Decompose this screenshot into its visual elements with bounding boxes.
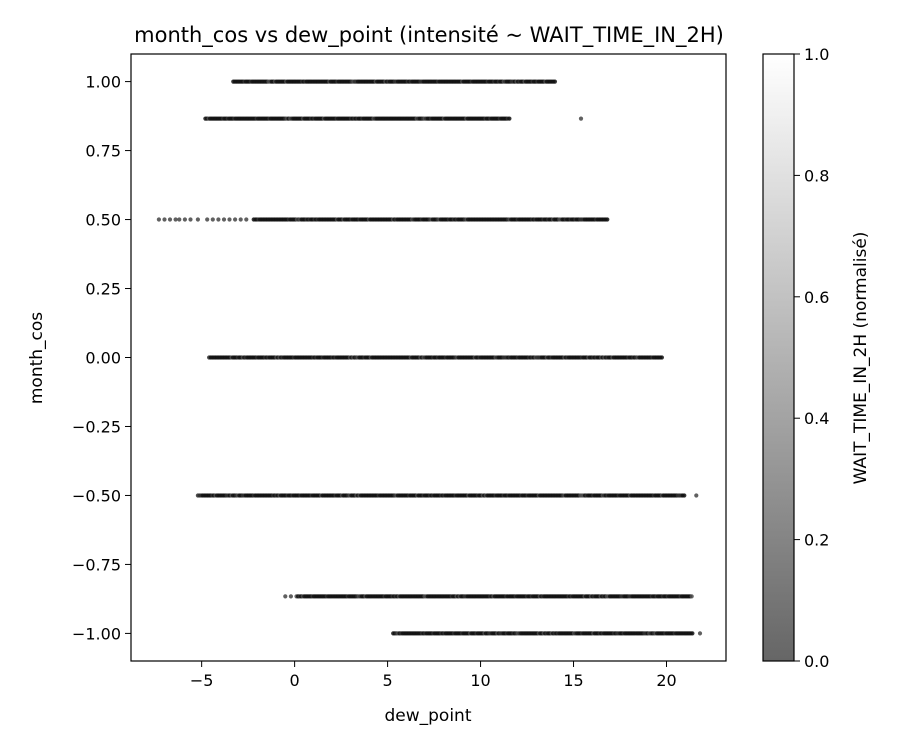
data-point bbox=[221, 217, 227, 222]
data-point bbox=[182, 217, 187, 222]
data-point bbox=[233, 217, 238, 222]
data-point bbox=[216, 217, 221, 222]
data-point bbox=[697, 631, 703, 636]
data-point bbox=[507, 116, 512, 121]
data-point bbox=[694, 493, 699, 498]
data-point bbox=[605, 217, 610, 222]
y-tick-label: −1.00 bbox=[72, 624, 121, 643]
data-point bbox=[227, 217, 232, 222]
colorbar-tick-label: 0.4 bbox=[804, 409, 829, 428]
data-point bbox=[156, 217, 161, 222]
colorbar-tick-label: 0.8 bbox=[804, 166, 829, 185]
colorbar-label: WAIT_TIME_IN_2H (normalisé) bbox=[851, 232, 871, 485]
y-tick-label: 1.00 bbox=[85, 73, 121, 92]
data-point bbox=[162, 217, 167, 222]
y-tick-label: 0.25 bbox=[85, 280, 121, 299]
colorbar-tick-label: 0.6 bbox=[804, 288, 829, 307]
colorbar-tick-label: 0.2 bbox=[804, 531, 829, 550]
chart-title: month_cos vs dew_point (intensité ~ WAIT… bbox=[134, 23, 724, 48]
data-point bbox=[210, 217, 215, 222]
data-point bbox=[288, 594, 293, 599]
data-point bbox=[552, 79, 558, 84]
x-axis-label: dew_point bbox=[384, 706, 471, 726]
x-tick-label: 5 bbox=[383, 671, 393, 690]
x-tick-label: −5 bbox=[190, 671, 214, 690]
data-point bbox=[690, 631, 695, 636]
data-point bbox=[167, 217, 173, 222]
y-axis-ticks: 1.00 0.75 0.50 0.25 0.00 −0.25 −0.50 −0.75 −1.00 bbox=[72, 73, 131, 643]
data-point bbox=[205, 217, 210, 222]
y-tick-label: −0.50 bbox=[72, 486, 121, 505]
data-point bbox=[283, 594, 288, 599]
y-tick-label: −0.75 bbox=[72, 555, 121, 574]
y-tick-label: 0.00 bbox=[85, 349, 121, 368]
data-point bbox=[578, 116, 584, 121]
x-tick-label: 15 bbox=[563, 671, 583, 690]
x-tick-label: 0 bbox=[290, 671, 300, 690]
data-point bbox=[244, 217, 249, 222]
x-tick-label: 10 bbox=[470, 671, 490, 690]
data-point bbox=[689, 594, 694, 599]
colorbar-tick-label: 0.0 bbox=[804, 652, 829, 671]
x-tick-label: 20 bbox=[656, 671, 676, 690]
data-point bbox=[173, 217, 178, 222]
y-tick-label: 0.50 bbox=[85, 211, 121, 230]
data-point bbox=[188, 217, 193, 222]
data-points bbox=[156, 79, 703, 636]
data-point bbox=[659, 355, 665, 360]
colorbar-tick-label: 1.0 bbox=[804, 45, 829, 64]
y-axis-label: month_cos bbox=[27, 312, 47, 404]
colorbar bbox=[762, 53, 795, 662]
y-tick-label: −0.25 bbox=[72, 417, 121, 436]
data-point bbox=[682, 493, 687, 498]
data-point bbox=[238, 217, 243, 222]
y-tick-label: 0.75 bbox=[85, 142, 121, 161]
data-point bbox=[195, 217, 200, 222]
colorbar-ticks: 0.0 0.2 0.4 0.6 0.8 1.0 bbox=[794, 45, 829, 671]
data-point bbox=[177, 217, 182, 222]
x-axis-ticks: −5 0 5 10 15 20 bbox=[190, 661, 677, 690]
